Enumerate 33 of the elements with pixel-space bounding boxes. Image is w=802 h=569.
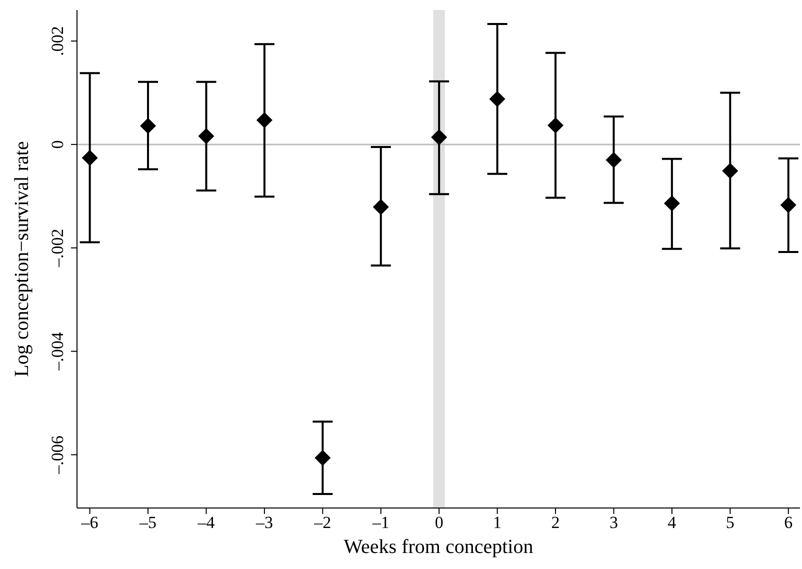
x-tick-label: –6 <box>80 513 98 532</box>
x-tick-label: –5 <box>138 513 157 532</box>
x-tick-label: –2 <box>313 513 332 532</box>
point <box>198 128 214 144</box>
point <box>140 118 156 134</box>
point <box>780 196 796 213</box>
point <box>606 152 622 168</box>
point <box>431 129 448 146</box>
point <box>372 199 389 216</box>
point <box>314 450 331 466</box>
x-tick-label: –3 <box>254 513 273 532</box>
point <box>548 117 564 134</box>
y-tick-label: –.006 <box>48 436 67 475</box>
y-tick-label: .002 <box>48 26 67 56</box>
y-axis-title: Log conception−survival rate <box>11 141 33 377</box>
x-tick-label: –4 <box>196 513 216 532</box>
x-tick-label: 4 <box>668 513 677 532</box>
y-tick-label: –.002 <box>48 228 67 268</box>
x-tick-label: –1 <box>371 513 390 532</box>
y-tick-label: –.004 <box>48 332 67 372</box>
x-tick-label: 1 <box>493 513 502 532</box>
point <box>82 150 98 166</box>
x-axis-title: Weeks from conception <box>344 536 534 558</box>
x-tick-label: 0 <box>434 513 444 532</box>
x-tick-label: 5 <box>726 513 734 532</box>
point <box>489 90 506 107</box>
y-tick-label: 0 <box>48 140 67 149</box>
point <box>664 195 680 212</box>
x-tick-label: 3 <box>609 513 618 532</box>
point <box>722 162 738 179</box>
point <box>256 112 272 128</box>
x-tick-label: 6 <box>784 513 793 532</box>
x-tick-label: 2 <box>551 513 560 532</box>
